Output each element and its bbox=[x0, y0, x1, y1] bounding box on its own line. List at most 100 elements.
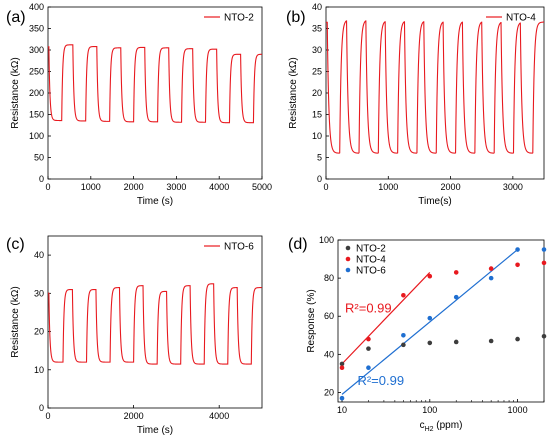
y-tick-label: 20 bbox=[324, 387, 334, 397]
y-tick-label: 5 bbox=[317, 153, 322, 163]
fit-r2-label: R²=0.99 bbox=[357, 373, 404, 388]
chart-panel-3: (c) 0 10 20 30 40 0 2000 4000 Resistance (kΩ) Time… bbox=[6, 235, 263, 436]
data-point-nto-6 bbox=[401, 332, 406, 338]
data-point-nto-6 bbox=[453, 294, 459, 300]
data-point-nto-2 bbox=[366, 346, 371, 351]
fit-r2-label: R²=0.99 bbox=[345, 300, 392, 315]
x-tick-label: 0 bbox=[45, 411, 50, 421]
x-axis-label: Time(s) bbox=[418, 196, 452, 207]
y-tick-label: 20 bbox=[34, 327, 44, 337]
y-tick-label: 0 bbox=[39, 174, 44, 184]
chart-panel-4: (d) 20 40 60 80 100 10 100 1000 Response (%) cH2 (… bbox=[288, 235, 547, 433]
legend-marker bbox=[345, 245, 351, 251]
y-tick-label: 20 bbox=[312, 88, 322, 98]
data-point-nto-6 bbox=[541, 247, 547, 252]
data-point-nto-4 bbox=[453, 270, 459, 275]
y-axis-label: Response (%) bbox=[306, 289, 317, 352]
series-line-nto-2 bbox=[48, 44, 262, 124]
x-axis-label: Time (s) bbox=[137, 196, 173, 207]
plot-frame bbox=[47, 235, 263, 409]
data-point-nto-4 bbox=[515, 262, 520, 268]
data-point-nto-2 bbox=[515, 336, 520, 342]
data-point-nto-2 bbox=[488, 338, 494, 344]
legend-label: NTO-4 bbox=[356, 255, 386, 266]
data-point-nto-6 bbox=[488, 275, 494, 281]
y-tick-label: 10 bbox=[312, 131, 322, 141]
y-tick-label: 10 bbox=[34, 365, 44, 375]
data-point-nto-4 bbox=[488, 266, 494, 271]
legend-marker bbox=[345, 256, 351, 262]
y-tick-label: 100 bbox=[29, 131, 44, 141]
x-tick-label: 2000 bbox=[124, 182, 144, 192]
legend-label: NTO-2 bbox=[224, 13, 254, 24]
y-axis-label: Resistance (kΩ) bbox=[288, 57, 299, 128]
y-tick-label: 400 bbox=[29, 2, 44, 12]
chart-panel-2: (b) 0 5 10 15 20 25 30 35 40 0 1000 2000 3000 Resistan… bbox=[286, 2, 545, 207]
data-point-nto-2 bbox=[453, 339, 459, 345]
series-line-nto-4 bbox=[326, 20, 545, 154]
x-tick-label: 0 bbox=[323, 182, 328, 192]
panel-label: (b) bbox=[286, 9, 306, 26]
x-axis-label-main: c bbox=[420, 420, 425, 431]
x-axis-label-sub: H2 bbox=[425, 426, 434, 433]
x-tick-label: 2000 bbox=[441, 182, 461, 192]
x-tick-label: 1000 bbox=[508, 405, 528, 415]
y-tick-label: 35 bbox=[312, 24, 322, 34]
y-tick-label: 40 bbox=[324, 349, 334, 359]
x-tick-label: 3000 bbox=[503, 182, 523, 192]
y-tick-label: 0 bbox=[39, 403, 44, 413]
x-tick-label: 1000 bbox=[81, 182, 101, 192]
data-point-nto-6 bbox=[366, 365, 371, 370]
data-point-nto-4 bbox=[401, 292, 406, 298]
x-tick-label: 1000 bbox=[378, 182, 398, 192]
data-point-nto-4 bbox=[541, 260, 547, 266]
y-tick-label: 350 bbox=[29, 24, 44, 34]
y-tick-label: 250 bbox=[29, 67, 44, 77]
data-point-nto-4 bbox=[427, 273, 433, 279]
y-tick-label: 40 bbox=[312, 2, 322, 12]
y-tick-label: 80 bbox=[324, 273, 334, 283]
x-tick-label: 4000 bbox=[209, 182, 229, 192]
data-point-nto-2 bbox=[427, 340, 433, 346]
legend-label: NTO-4 bbox=[506, 13, 536, 24]
y-tick-label: 25 bbox=[312, 67, 322, 77]
data-point-nto-6 bbox=[339, 395, 345, 401]
data-point-nto-6 bbox=[515, 247, 520, 252]
data-point-nto-2 bbox=[401, 342, 406, 348]
y-tick-label: 40 bbox=[34, 250, 44, 260]
y-axis-label: Resistance (kΩ) bbox=[10, 57, 21, 128]
x-tick-label: 5000 bbox=[252, 182, 272, 192]
data-point-nto-6 bbox=[427, 315, 433, 321]
x-tick-label: 10 bbox=[337, 405, 347, 415]
legend-marker bbox=[345, 267, 351, 273]
panel-label: (c) bbox=[6, 236, 25, 253]
x-axis-label-unit: (ppm) bbox=[434, 420, 463, 431]
y-tick-label: 60 bbox=[324, 311, 334, 321]
legend-label: NTO-2 bbox=[356, 244, 386, 255]
x-tick-label: 2000 bbox=[124, 411, 144, 421]
data-point-nto-4 bbox=[339, 365, 345, 370]
y-tick-label: 0 bbox=[317, 174, 322, 184]
y-tick-label: 200 bbox=[29, 88, 44, 98]
data-point-nto-2 bbox=[339, 361, 345, 367]
y-tick-label: 30 bbox=[312, 45, 322, 55]
y-tick-label: 300 bbox=[29, 45, 44, 55]
data-point-nto-4 bbox=[366, 336, 371, 342]
panel-label: (d) bbox=[288, 236, 308, 253]
x-tick-label: 100 bbox=[422, 405, 437, 415]
fit-line-1 bbox=[341, 271, 431, 365]
x-tick-label: 3000 bbox=[166, 182, 186, 192]
y-tick-label: 150 bbox=[29, 110, 44, 120]
legend-label: NTO-6 bbox=[224, 242, 254, 253]
x-tick-label: 4000 bbox=[209, 411, 229, 421]
series-line-nto-6 bbox=[48, 283, 262, 365]
panel-label: (a) bbox=[6, 9, 26, 26]
y-axis-label: Resistance (kΩ) bbox=[10, 286, 21, 357]
x-axis-label: Time (s) bbox=[137, 425, 173, 436]
legend-label: NTO-6 bbox=[356, 266, 386, 277]
y-tick-label: 100 bbox=[319, 235, 334, 245]
fit-line-2 bbox=[341, 249, 518, 395]
y-tick-label: 30 bbox=[34, 288, 44, 298]
